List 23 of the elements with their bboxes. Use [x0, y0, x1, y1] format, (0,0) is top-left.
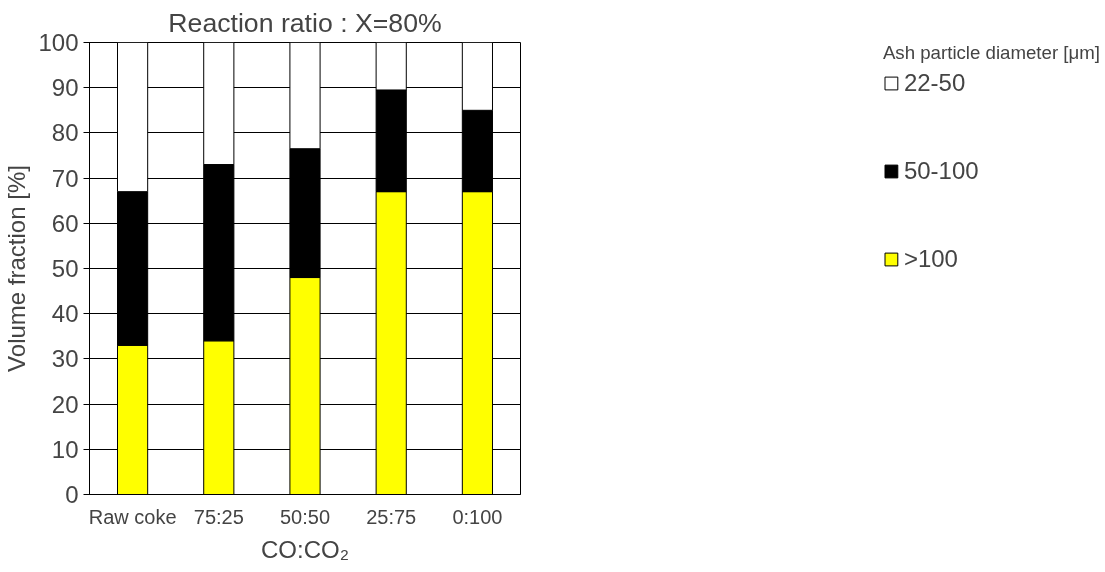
y-tick-label: 60 — [51, 209, 79, 237]
x-tick-label: 0:100 — [452, 505, 503, 528]
y-tick-label: 10 — [51, 435, 79, 463]
x-axis-title: CO:CO₂ — [261, 535, 349, 563]
y-tick-label: 80 — [51, 119, 79, 147]
chart-title: Reaction ratio : X=80% — [168, 7, 442, 38]
y-tick-label: 20 — [51, 390, 79, 418]
legend-title: Ash particle diameter [μm] — [882, 42, 1100, 64]
x-tick-label: Raw coke — [88, 505, 177, 528]
x-tick-label: 25:75 — [366, 505, 417, 528]
y-axis-title: Volume fraction [%] — [3, 165, 31, 372]
x-tick-label: 50:50 — [279, 505, 331, 528]
legend-label: 22-50 — [903, 69, 966, 97]
x-tick-label: 75:25 — [193, 505, 244, 528]
y-tick-label: 30 — [51, 345, 79, 373]
legend-label: 50-100 — [903, 157, 979, 185]
y-tick-label: 70 — [51, 164, 79, 192]
legend-label: >100 — [903, 245, 958, 273]
y-tick-label: 50 — [51, 255, 79, 282]
y-tick-label: 100 — [38, 29, 79, 56]
y-tick-label: 40 — [51, 300, 79, 328]
y-tick-label: 0 — [65, 481, 79, 508]
y-tick-label: 90 — [51, 74, 79, 102]
